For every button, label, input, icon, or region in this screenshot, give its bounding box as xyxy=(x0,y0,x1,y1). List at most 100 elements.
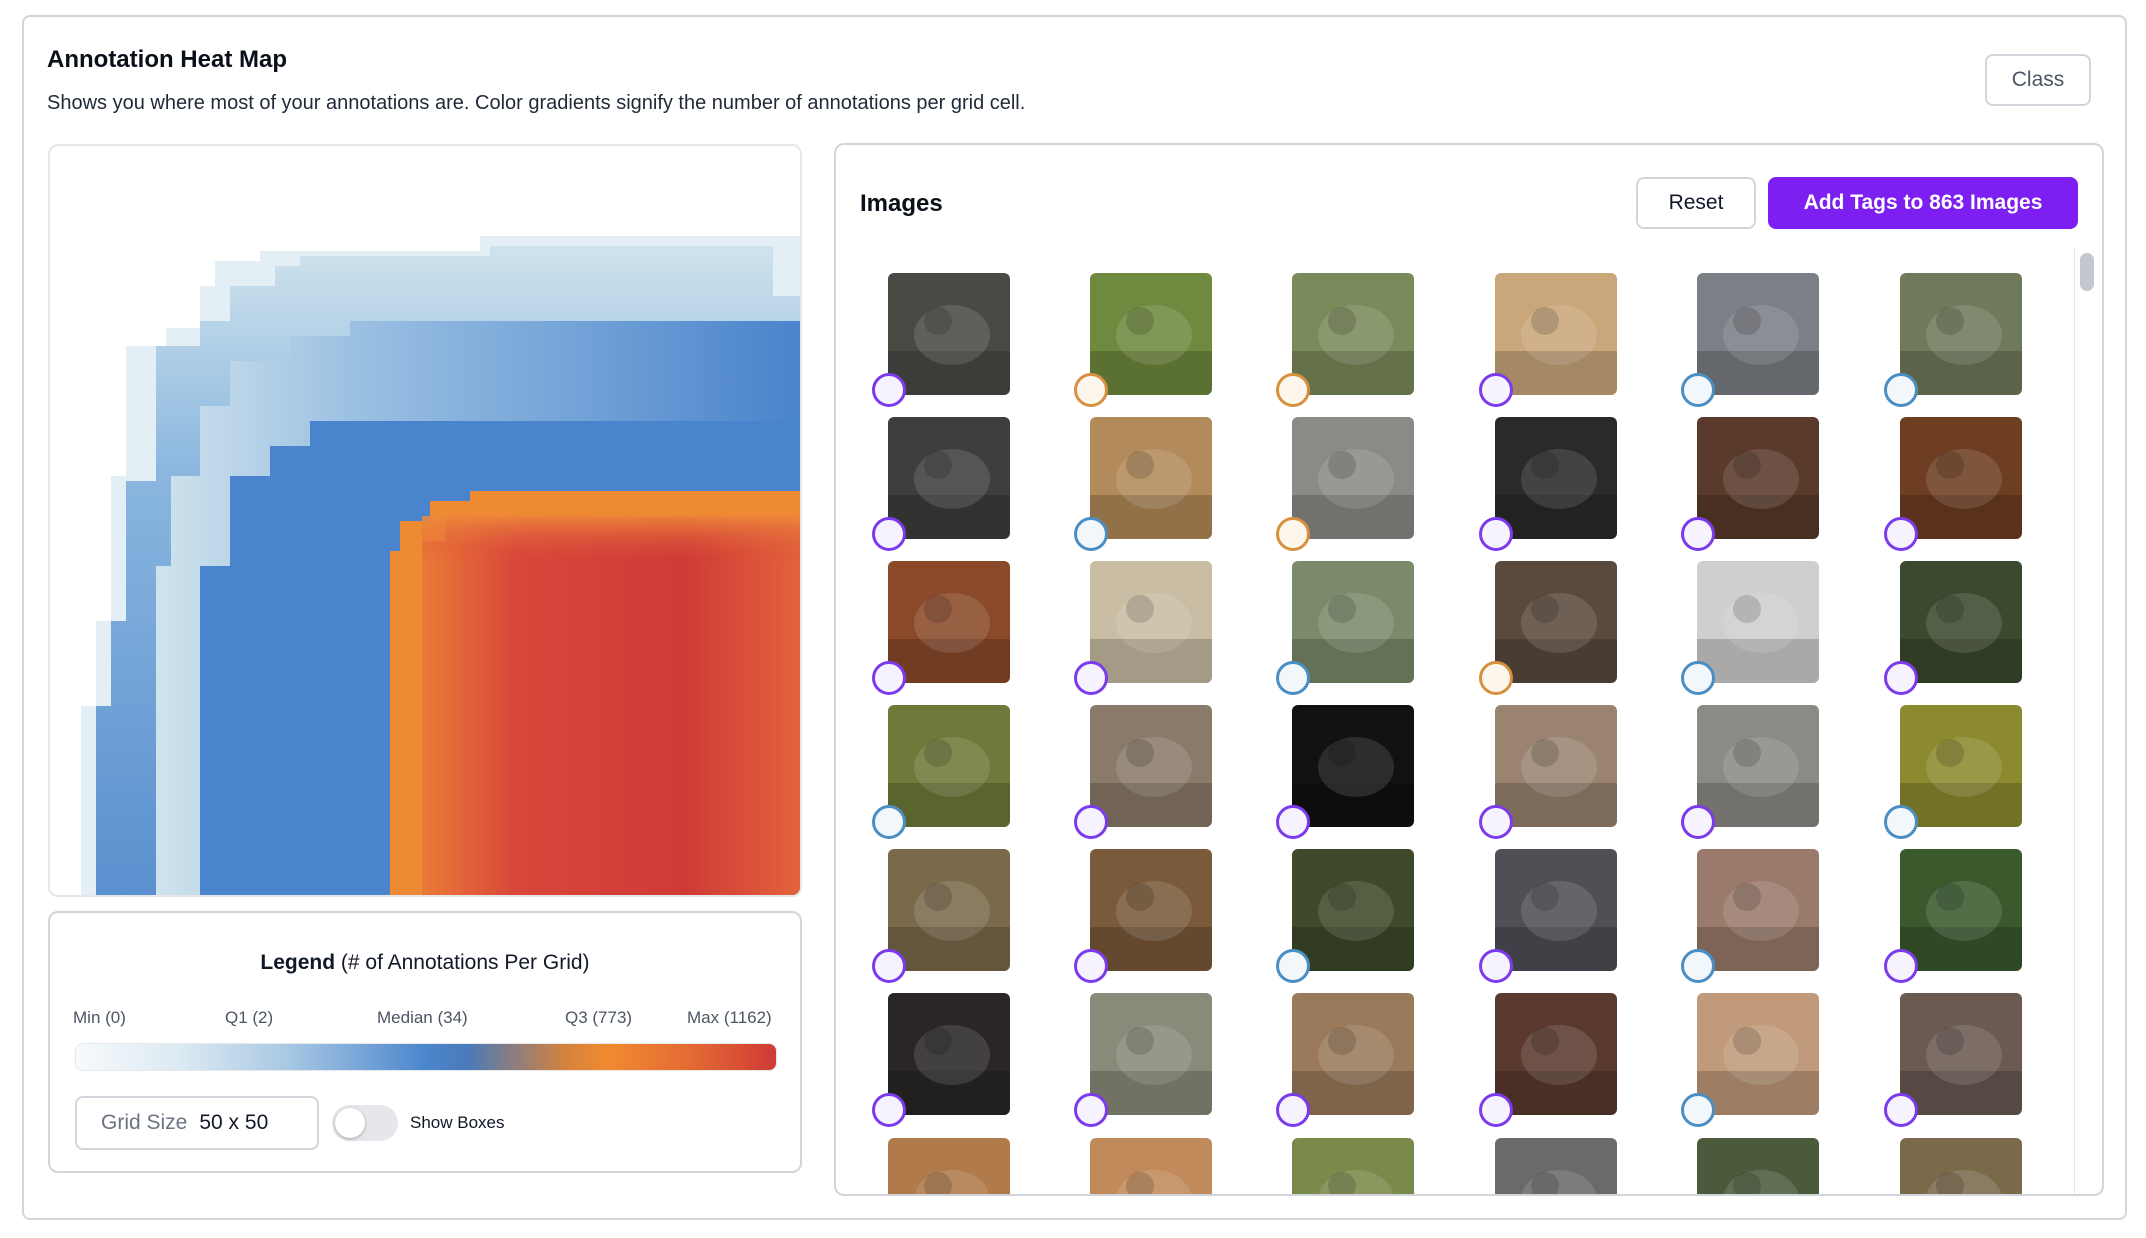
image-thumbnail[interactable] xyxy=(1900,561,2022,683)
image-select-checkbox[interactable] xyxy=(1276,1093,1310,1127)
image-thumbnail[interactable] xyxy=(1900,417,2022,539)
image-thumbnail[interactable] xyxy=(1697,273,1819,395)
dog-photo xyxy=(1495,1138,1617,1194)
image-thumbnail[interactable] xyxy=(1900,705,2022,827)
image-select-checkbox[interactable] xyxy=(1074,805,1108,839)
image-select-checkbox[interactable] xyxy=(1681,805,1715,839)
dog-photo xyxy=(1090,417,1212,539)
image-thumbnail[interactable] xyxy=(888,417,1010,539)
image-select-checkbox[interactable] xyxy=(1479,373,1513,407)
image-select-checkbox[interactable] xyxy=(1276,805,1310,839)
image-select-checkbox[interactable] xyxy=(1074,1093,1108,1127)
heatmap-panel xyxy=(48,144,802,897)
image-thumbnail[interactable] xyxy=(1495,993,1617,1115)
image-select-checkbox[interactable] xyxy=(1479,661,1513,695)
image-select-checkbox[interactable] xyxy=(1276,517,1310,551)
image-thumbnail[interactable] xyxy=(1292,993,1414,1115)
image-select-checkbox[interactable] xyxy=(1276,373,1310,407)
image-thumbnail[interactable] xyxy=(1495,273,1617,395)
image-select-checkbox[interactable] xyxy=(1884,517,1918,551)
legend-tick-q1: Q1 (2) xyxy=(225,1008,274,1027)
image-thumbnail[interactable] xyxy=(888,849,1010,971)
image-select-checkbox[interactable] xyxy=(1074,949,1108,983)
image-select-checkbox[interactable] xyxy=(1479,1093,1513,1127)
image-thumbnail[interactable] xyxy=(1900,849,2022,971)
dog-photo xyxy=(1495,417,1617,539)
add-tags-button[interactable]: Add Tags to 863 Images xyxy=(1768,177,2078,229)
image-thumbnail[interactable] xyxy=(888,1138,1010,1194)
image-thumbnail[interactable] xyxy=(1495,705,1617,827)
image-thumbnail[interactable] xyxy=(1697,849,1819,971)
image-thumbnail[interactable] xyxy=(1292,849,1414,971)
image-thumbnail[interactable] xyxy=(1292,705,1414,827)
image-thumbnail[interactable] xyxy=(1090,561,1212,683)
scrollbar-thumb[interactable] xyxy=(2080,253,2094,291)
image-select-checkbox[interactable] xyxy=(872,949,906,983)
image-select-checkbox[interactable] xyxy=(872,661,906,695)
show-boxes-toggle[interactable] xyxy=(332,1105,398,1141)
image-thumbnail[interactable] xyxy=(1090,417,1212,539)
image-select-checkbox[interactable] xyxy=(1479,805,1513,839)
image-select-checkbox[interactable] xyxy=(1276,661,1310,695)
dog-photo xyxy=(1697,273,1819,395)
dog-photo xyxy=(1495,849,1617,971)
image-thumbnail[interactable] xyxy=(1090,849,1212,971)
image-thumbnail[interactable] xyxy=(1495,849,1617,971)
image-select-checkbox[interactable] xyxy=(1884,661,1918,695)
image-select-checkbox[interactable] xyxy=(872,1093,906,1127)
class-button[interactable]: Class xyxy=(1985,54,2091,106)
dog-photo xyxy=(1900,993,2022,1115)
image-select-checkbox[interactable] xyxy=(1074,373,1108,407)
image-select-checkbox[interactable] xyxy=(1884,949,1918,983)
image-select-checkbox[interactable] xyxy=(872,517,906,551)
image-thumbnail[interactable] xyxy=(1495,1138,1617,1194)
legend-title: Legend (# of Annotations Per Grid) xyxy=(260,951,590,974)
image-select-checkbox[interactable] xyxy=(1681,1093,1715,1127)
image-select-checkbox[interactable] xyxy=(1074,517,1108,551)
image-select-checkbox[interactable] xyxy=(1884,805,1918,839)
image-thumbnail[interactable] xyxy=(1495,561,1617,683)
image-select-checkbox[interactable] xyxy=(1074,661,1108,695)
image-thumbnail[interactable] xyxy=(1292,273,1414,395)
image-select-checkbox[interactable] xyxy=(1276,949,1310,983)
image-thumbnail[interactable] xyxy=(1090,1138,1212,1194)
reset-button[interactable]: Reset xyxy=(1636,177,1756,229)
image-thumbnail[interactable] xyxy=(1697,417,1819,539)
legend-tick-q3: Q3 (773) xyxy=(565,1008,633,1027)
image-thumbnail[interactable] xyxy=(1900,993,2022,1115)
image-select-checkbox[interactable] xyxy=(872,805,906,839)
image-thumbnail[interactable] xyxy=(1697,993,1819,1115)
image-thumbnail[interactable] xyxy=(1697,1138,1819,1194)
image-select-checkbox[interactable] xyxy=(1681,661,1715,695)
image-select-checkbox[interactable] xyxy=(1479,949,1513,983)
image-thumbnail[interactable] xyxy=(888,561,1010,683)
image-select-checkbox[interactable] xyxy=(1884,373,1918,407)
image-select-checkbox[interactable] xyxy=(1884,1093,1918,1127)
dog-photo xyxy=(1090,1138,1212,1194)
image-select-checkbox[interactable] xyxy=(1479,517,1513,551)
image-thumbnail[interactable] xyxy=(1292,561,1414,683)
images-panel: Images Reset Add Tags to 863 Images xyxy=(834,143,2104,1196)
dog-photo xyxy=(1292,273,1414,395)
image-thumbnail[interactable] xyxy=(1090,273,1212,395)
image-thumbnail[interactable] xyxy=(1292,1138,1414,1194)
image-select-checkbox[interactable] xyxy=(1681,373,1715,407)
image-thumbnail[interactable] xyxy=(1090,993,1212,1115)
image-thumbnail[interactable] xyxy=(888,993,1010,1115)
image-thumbnail[interactable] xyxy=(1697,561,1819,683)
image-select-checkbox[interactable] xyxy=(872,373,906,407)
dog-photo xyxy=(888,993,1010,1115)
image-thumbnail[interactable] xyxy=(888,273,1010,395)
image-thumbnail[interactable] xyxy=(1900,273,2022,395)
image-thumbnail[interactable] xyxy=(1495,417,1617,539)
dog-photo xyxy=(1697,561,1819,683)
image-thumbnail[interactable] xyxy=(1900,1138,2022,1194)
dog-photo xyxy=(1090,705,1212,827)
grid-size-select[interactable]: Grid Size 50 x 50 xyxy=(75,1096,319,1150)
image-thumbnail[interactable] xyxy=(1090,705,1212,827)
image-thumbnail[interactable] xyxy=(888,705,1010,827)
image-thumbnail[interactable] xyxy=(1292,417,1414,539)
image-thumbnail[interactable] xyxy=(1697,705,1819,827)
image-select-checkbox[interactable] xyxy=(1681,517,1715,551)
image-select-checkbox[interactable] xyxy=(1681,949,1715,983)
